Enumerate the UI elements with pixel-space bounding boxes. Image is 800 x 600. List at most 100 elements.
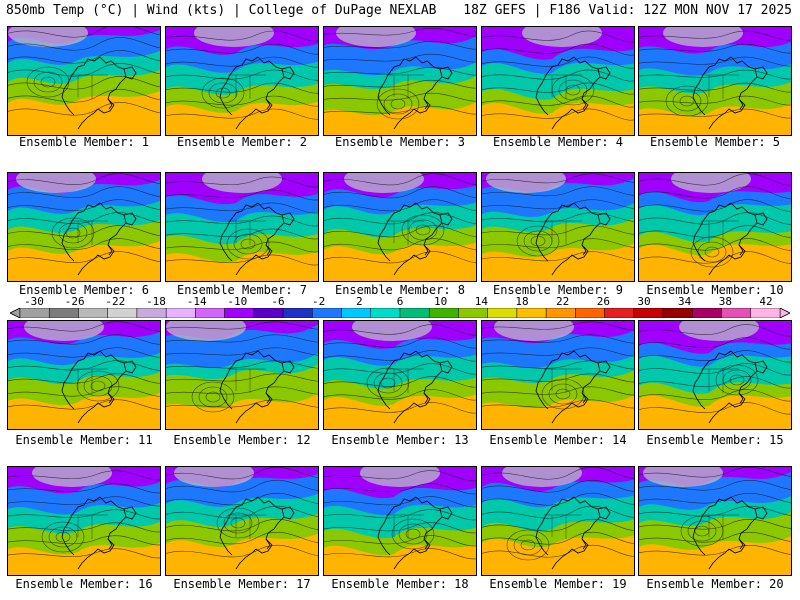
colorbar-labels: -30 -26 -22 -18 -14 -10 -6 -2 2 6 10 14 18 22 26 30 34 38… [10, 296, 790, 308]
ensemble-member-label: Ensemble Member: 19 [489, 577, 627, 591]
temperature-map [639, 467, 791, 575]
temperature-map [324, 173, 476, 281]
colorbar-segment [253, 308, 284, 318]
ensemble-member-label: Ensemble Member: 17 [173, 577, 311, 591]
ensemble-member-label: Ensemble Member: 4 [492, 135, 624, 149]
ensemble-map-panel [481, 320, 635, 430]
ensemble-member-label: Ensemble Member: 16 [15, 577, 153, 591]
colorbar-segment [107, 308, 138, 318]
temperature-map [8, 173, 160, 281]
ensemble-member-label: Ensemble Member: 11 [15, 433, 153, 447]
ensemble-map-panel [7, 172, 161, 282]
colorbar-segment [487, 308, 518, 318]
ensemble-member-label: Ensemble Member: 6 [18, 283, 150, 297]
colorbar-left-arrow [10, 308, 21, 318]
colorbar-tick-label: -14 [186, 295, 207, 308]
ensemble-member-label: Ensemble Member: 14 [489, 433, 627, 447]
ensemble-member-label: Ensemble Member: 9 [492, 283, 624, 297]
colorbar-segment [633, 308, 664, 318]
temperature-map [166, 27, 318, 135]
ensemble-map-panel [323, 172, 477, 282]
ensemble-member-label: Ensemble Member: 7 [176, 283, 308, 297]
ensemble-member-label: Ensemble Member: 10 [646, 283, 784, 297]
ensemble-map-panel [165, 320, 319, 430]
colorbar-segment [341, 308, 372, 318]
temperature-map [482, 27, 634, 135]
colorbar-segment [692, 308, 722, 318]
colorbar-tick-label: -30 [24, 295, 44, 308]
ensemble-member-label: Ensemble Member: 3 [334, 135, 466, 149]
colorbar-right-arrow [779, 308, 790, 318]
ensemble-member-label: Ensemble Member: 2 [176, 135, 308, 149]
colorbar-segment [282, 308, 313, 318]
colorbar-segment [458, 308, 488, 318]
temperature-map [639, 27, 791, 135]
colorbar-segment [224, 308, 255, 318]
colorbar-segment [662, 308, 693, 318]
colorbar-tick-label: 6 [396, 295, 404, 308]
colorbar-segment [78, 308, 108, 318]
colorbar-tick-label: 38 [718, 295, 732, 308]
colorbar-tick-label: 10 [434, 295, 448, 308]
ensemble-map-panel [323, 320, 477, 430]
temperature-map [8, 321, 160, 429]
colorbar-tick-label: 34 [678, 295, 692, 308]
ensemble-map-panel [165, 26, 319, 136]
colorbar-segment [428, 308, 459, 318]
temperature-map [8, 27, 160, 135]
colorbar-segment [195, 308, 225, 318]
ensemble-member-label: Ensemble Member: 15 [646, 433, 784, 447]
temperature-map [324, 467, 476, 575]
ensemble-map-panel [7, 26, 161, 136]
ensemble-member-label: Ensemble Member: 13 [331, 433, 469, 447]
colorbar-scale [10, 308, 790, 318]
temperature-map [482, 173, 634, 281]
ensemble-member-label: Ensemble Member: 5 [649, 135, 781, 149]
ensemble-member-label: Ensemble Member: 1 [18, 135, 150, 149]
colorbar-tick-label: 14 [474, 295, 488, 308]
ensemble-map-panel [7, 466, 161, 576]
colorbar-segment [19, 308, 50, 318]
colorbar-tick-label: -26 [64, 295, 85, 308]
colorbar-tick-label: -22 [105, 295, 126, 308]
colorbar-tick-label: -18 [146, 295, 166, 308]
ensemble-map-panel [7, 320, 161, 430]
colorbar-segment [750, 308, 781, 318]
colorbar-tick-label: 26 [596, 295, 610, 308]
colorbar-segment [48, 308, 79, 318]
header-valid-time: 18Z GEFS | F186 Valid: 12Z MON NOV 17 20… [463, 3, 792, 18]
colorbar-segment [165, 308, 196, 318]
ensemble-map-panel [323, 466, 477, 576]
temperature-map [166, 321, 318, 429]
ensemble-map-panel [481, 172, 635, 282]
ensemble-member-label: Ensemble Member: 18 [331, 577, 469, 591]
colorbar-tick-label: 18 [515, 295, 529, 308]
temperature-colorbar: -30 -26 -22 -18 -14 -10 -6 -2 2 6 10 14 18 22 26 30 34 38… [10, 296, 790, 320]
colorbar-segment [136, 308, 167, 318]
ensemble-map-panel [323, 26, 477, 136]
temperature-map [166, 467, 318, 575]
colorbar-segment [545, 308, 576, 318]
colorbar-tick-label: 2 [356, 295, 363, 308]
colorbar-tick-label: 22 [556, 295, 570, 308]
temperature-map [166, 173, 318, 281]
colorbar-segment [575, 308, 605, 318]
colorbar-tick-label: 42 [759, 295, 773, 308]
ensemble-map-panel [638, 466, 792, 576]
ensemble-map-panel [165, 172, 319, 282]
colorbar-segment [312, 308, 342, 318]
ensemble-member-label: Ensemble Member: 20 [646, 577, 784, 591]
colorbar-segment [516, 308, 547, 318]
colorbar-segment [370, 308, 401, 318]
colorbar-segment [604, 308, 635, 318]
temperature-map [482, 467, 634, 575]
temperature-map [324, 321, 476, 429]
ensemble-map-panel [638, 172, 792, 282]
ensemble-map-panel [638, 320, 792, 430]
colorbar-tick-label: -2 [312, 295, 326, 308]
colorbar-segment [399, 308, 430, 318]
ensemble-member-label: Ensemble Member: 12 [173, 433, 311, 447]
colorbar-tick-label: -6 [271, 295, 285, 308]
ensemble-map-panel [481, 26, 635, 136]
temperature-map [639, 173, 791, 281]
